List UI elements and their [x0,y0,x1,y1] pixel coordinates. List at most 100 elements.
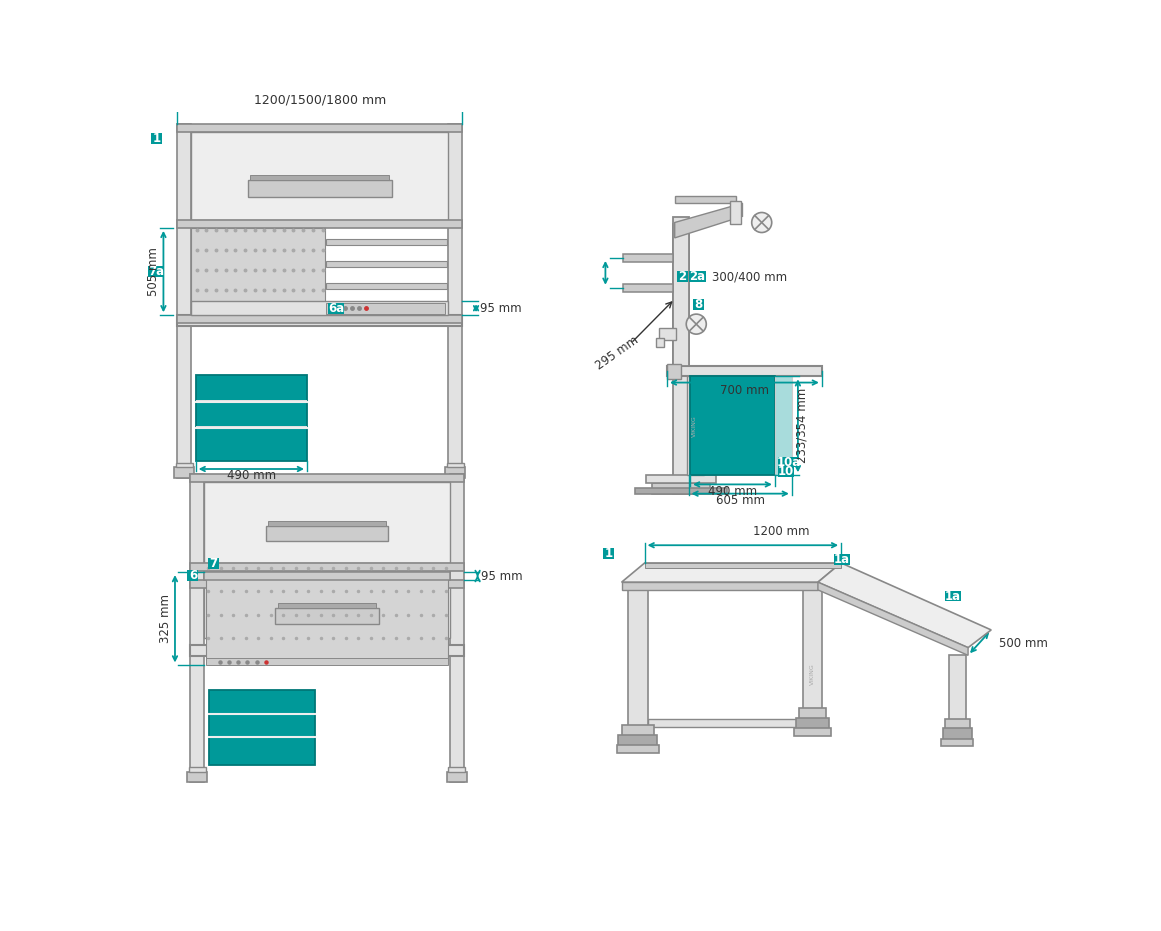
Bar [648,720,803,727]
Bar [623,254,673,262]
Bar [196,426,307,428]
Bar [175,463,193,467]
Bar [603,548,614,560]
Bar [795,718,829,730]
Circle shape [751,212,772,233]
Bar [942,738,973,747]
Bar [266,526,389,542]
Bar [326,304,447,311]
Polygon shape [819,563,991,648]
Bar [190,475,204,782]
Bar [174,467,194,479]
Bar [687,376,704,475]
Bar [668,366,822,376]
Bar [616,746,658,753]
Bar [623,284,673,291]
Text: 295 mm: 295 mm [593,333,641,372]
Bar [659,328,676,340]
Bar [196,400,307,402]
Bar [619,735,657,747]
Bar [178,221,462,228]
Text: 500 mm: 500 mm [998,638,1047,650]
Text: 700 mm: 700 mm [720,384,769,397]
Text: 1200/1500/1800 mm: 1200/1500/1800 mm [253,94,385,107]
Bar [690,272,706,282]
Bar [673,224,688,493]
Bar [774,376,792,475]
Text: 95 mm: 95 mm [479,302,521,315]
Bar [448,124,462,479]
Bar [656,338,664,347]
Bar [693,300,705,310]
Text: 95 mm: 95 mm [481,570,522,583]
Bar [447,463,463,467]
Bar [178,124,192,479]
Text: 490 mm: 490 mm [708,485,757,498]
Bar [799,708,827,720]
Bar [208,559,219,569]
Bar [621,725,654,736]
Text: 505 mm: 505 mm [146,247,159,296]
Bar [190,475,463,482]
Text: 8: 8 [694,298,702,311]
Bar [275,608,378,624]
Bar [192,132,448,221]
Bar [668,364,680,380]
Bar [147,266,164,277]
Bar [192,228,325,316]
Text: 7a: 7a [149,265,164,278]
Bar [635,488,727,493]
Bar [449,475,463,782]
Bar [190,563,463,571]
Text: 1a: 1a [834,553,850,566]
Bar [778,466,794,477]
Text: 490 mm: 490 mm [226,469,276,482]
Text: 10: 10 [778,465,794,478]
Bar [190,645,463,656]
Bar [446,467,466,479]
Text: 2a: 2a [690,270,706,283]
Bar [187,772,208,782]
Text: 10a: 10a [777,455,801,468]
Bar [803,590,822,709]
Bar [677,272,688,282]
Bar [247,181,391,197]
Bar [675,196,736,203]
Bar [945,590,961,601]
Bar [196,374,307,461]
Bar [690,376,774,475]
Bar [209,690,316,765]
Text: 605 mm: 605 mm [715,494,765,507]
Bar [945,720,969,730]
Text: VIKING: VIKING [810,664,815,685]
Bar [327,303,344,314]
Bar [250,175,389,181]
Bar [178,316,462,326]
Bar [205,658,448,666]
Circle shape [686,314,706,334]
Polygon shape [819,582,968,655]
Text: 1200 mm: 1200 mm [753,525,809,538]
Text: 300/400 mm: 300/400 mm [712,270,787,283]
Bar [151,133,163,144]
Text: 1a: 1a [945,589,961,602]
Text: 1: 1 [605,547,613,560]
Text: 7: 7 [210,558,218,570]
Polygon shape [644,563,841,568]
Bar [204,482,449,563]
Text: VIKING: VIKING [692,415,698,437]
Polygon shape [675,203,743,238]
Bar [673,218,688,366]
Bar [794,728,831,736]
Bar [778,457,799,467]
Bar [178,316,462,323]
Bar [834,555,850,565]
Text: 325 mm: 325 mm [159,594,172,643]
Bar [204,580,449,638]
Bar [651,483,711,493]
Bar [943,728,972,740]
Bar [647,475,715,483]
Bar [326,239,447,246]
Text: 6: 6 [189,569,197,582]
Bar [204,573,449,580]
